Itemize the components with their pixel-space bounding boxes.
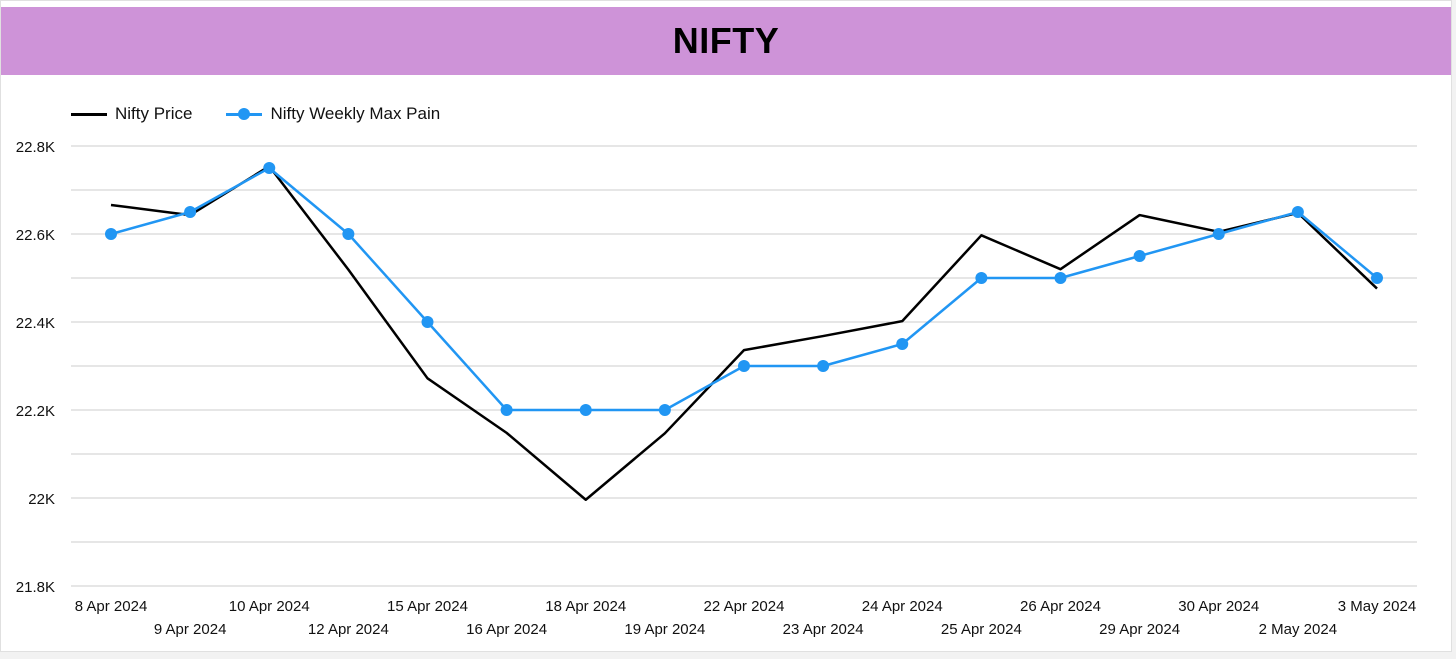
x-tick-label: 8 Apr 2024: [75, 598, 148, 615]
x-tick-label: 24 Apr 2024: [862, 598, 943, 615]
max-pain-point[interactable]: [342, 228, 355, 240]
x-tick-label: 12 Apr 2024: [308, 621, 389, 638]
legend-item-nifty-price[interactable]: Nifty Price: [71, 104, 192, 124]
max-pain-point[interactable]: [1133, 250, 1146, 262]
y-tick-label: 21.8K: [16, 579, 55, 596]
max-pain-point[interactable]: [738, 360, 750, 372]
x-tick-label: 19 Apr 2024: [624, 621, 705, 638]
max-pain-point[interactable]: [500, 404, 513, 416]
series-line-nifty-price: [110, 164, 1378, 502]
x-tick-label: 29 Apr 2024: [1099, 621, 1180, 638]
x-tick-label: 10 Apr 2024: [229, 598, 310, 615]
title-bar: NIFTY: [1, 7, 1451, 75]
series-line-max-pain: [110, 166, 1378, 412]
max-pain-point[interactable]: [1371, 272, 1383, 284]
max-pain-point[interactable]: [658, 404, 671, 416]
x-tick-label: 16 Apr 2024: [466, 621, 547, 638]
y-tick-label: 22.6K: [16, 227, 55, 244]
y-tick-label: 22.8K: [16, 139, 55, 156]
x-tick-label: 9 Apr 2024: [154, 621, 227, 638]
max-pain-point[interactable]: [1054, 272, 1067, 284]
y-tick-label: 22.4K: [16, 315, 55, 332]
y-tick-label: 22.2K: [16, 403, 55, 420]
legend-swatch-max-pain: [226, 107, 263, 121]
y-tick-label: 22K: [28, 491, 55, 508]
max-pain-point[interactable]: [1291, 206, 1304, 218]
x-tick-label: 30 Apr 2024: [1178, 598, 1259, 615]
max-pain-point[interactable]: [263, 162, 276, 174]
x-tick-label: 22 Apr 2024: [704, 598, 785, 615]
legend-label-max-pain: Nifty Weekly Max Pain: [270, 104, 441, 123]
x-tick-label: 18 Apr 2024: [545, 598, 626, 615]
series: [105, 162, 1383, 502]
legend-swatch-price: [71, 107, 107, 121]
legend-item-max-pain[interactable]: Nifty Weekly Max Pain: [226, 104, 440, 124]
legend: Nifty Price Nifty Weekly Max Pain: [71, 104, 440, 124]
max-pain-point[interactable]: [421, 316, 434, 328]
max-pain-point[interactable]: [896, 338, 909, 350]
x-tick-label: 15 Apr 2024: [387, 598, 468, 615]
max-pain-point[interactable]: [975, 272, 988, 284]
y-axis-ticks: 21.8K 22K 22.2K 22.4K 22.6K 22.8K: [16, 139, 55, 596]
x-tick-label: 3 May 2024: [1338, 598, 1416, 615]
x-tick-label: 2 May 2024: [1259, 621, 1337, 638]
max-pain-point[interactable]: [105, 228, 117, 240]
max-pain-point[interactable]: [817, 360, 830, 372]
x-tick-label: 26 Apr 2024: [1020, 598, 1101, 615]
legend-label-price: Nifty Price: [115, 104, 193, 123]
chart-title: NIFTY: [672, 20, 780, 61]
max-pain-point[interactable]: [184, 206, 197, 218]
grid: [71, 145, 1417, 587]
max-pain-point[interactable]: [1212, 228, 1225, 240]
x-tick-label: 25 Apr 2024: [941, 621, 1022, 638]
x-tick-label: 23 Apr 2024: [783, 621, 864, 638]
max-pain-point[interactable]: [579, 404, 592, 416]
